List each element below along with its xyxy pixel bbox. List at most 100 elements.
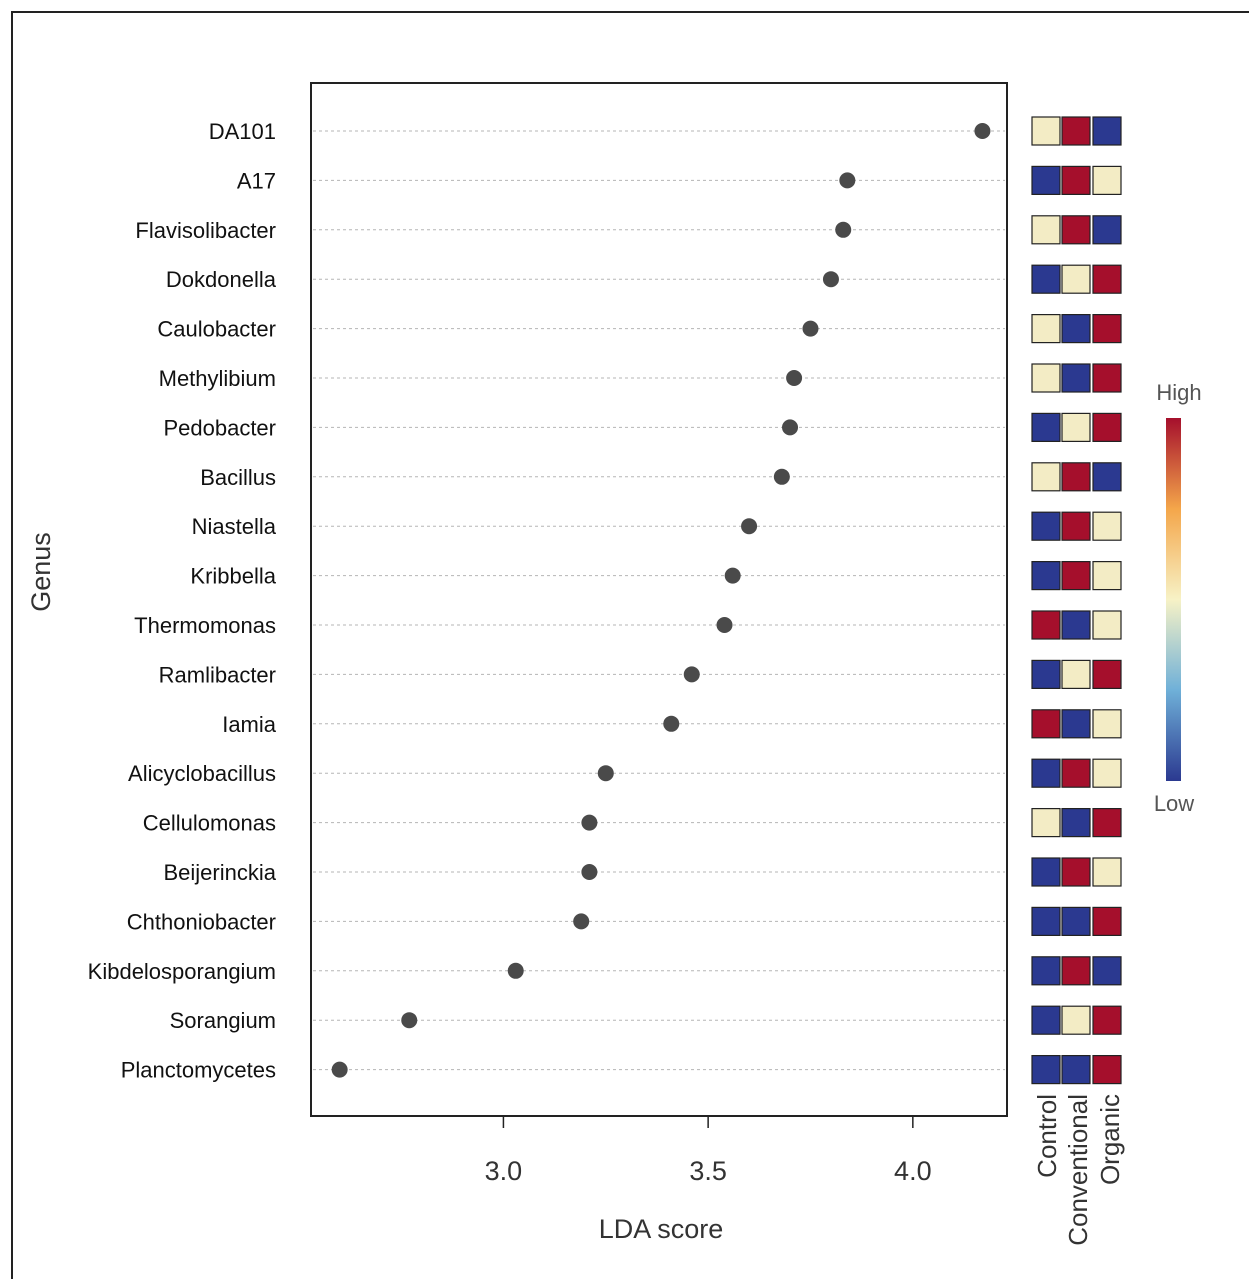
heatmap-cell <box>1092 659 1122 690</box>
data-point <box>581 814 598 831</box>
plot-area-border <box>310 82 1008 1117</box>
heatmap-cell <box>1031 758 1061 788</box>
y-tick-label: Beijerinckia <box>164 860 277 885</box>
heatmap-cell <box>1061 412 1091 442</box>
y-tick-label: DA101 <box>209 119 276 144</box>
data-point <box>773 468 790 485</box>
heatmap-cell <box>1092 314 1122 344</box>
data-point <box>782 419 799 436</box>
y-tick-label: Flavisolibacter <box>135 218 276 243</box>
heatmap-cell <box>1092 709 1122 739</box>
heatmap-cell <box>1092 956 1122 986</box>
heatmap-cell <box>1031 314 1061 344</box>
heatmap-cell <box>1092 857 1122 887</box>
y-axis-label: Genus <box>26 532 56 612</box>
heatmap-cell <box>1031 1005 1061 1035</box>
y-tick-label: Chthoniobacter <box>127 909 276 934</box>
x-tick-label: 3.5 <box>689 1156 727 1186</box>
heatmap-cell <box>1031 709 1061 739</box>
heatmap-cell <box>1061 709 1091 739</box>
data-point <box>597 765 614 782</box>
y-tick-label: Iamia <box>222 712 277 737</box>
legend-low-label: Low <box>1154 791 1194 816</box>
heatmap-cell <box>1031 610 1061 640</box>
heatmap-cell <box>1061 1054 1091 1085</box>
data-point <box>835 221 852 238</box>
heatmap-cell <box>1061 659 1091 690</box>
heatmap-cell <box>1061 1005 1091 1035</box>
grid-lines <box>313 130 1005 1071</box>
heatmap-cell <box>1061 807 1091 838</box>
data-points <box>331 123 991 1078</box>
data-point <box>716 617 733 633</box>
y-tick-labels: DA101 A17 Flavisolibacter Dokdonella Cauloba… <box>88 119 277 1083</box>
y-tick-label: Sorangium <box>170 1008 276 1033</box>
data-point <box>802 320 819 337</box>
y-tick-label: Bacillus <box>200 465 276 490</box>
x-tick-label: 4.0 <box>894 1156 932 1186</box>
y-tick-label: Niastella <box>192 514 277 539</box>
heatmap-cell <box>1092 758 1122 788</box>
y-tick-label: Pedobacter <box>163 415 276 440</box>
heatmap-cell <box>1092 462 1122 492</box>
heatmap-cell <box>1061 906 1091 937</box>
heatmap-cell <box>1031 906 1061 937</box>
y-tick-label: Dokdonella <box>166 267 277 292</box>
data-point <box>663 715 680 732</box>
heatmap-cell <box>1061 215 1091 245</box>
heatmap-cell <box>1092 165 1122 195</box>
group-label: Conventional <box>1063 1094 1093 1246</box>
heatmap-cell <box>1031 215 1061 245</box>
heatmap-cell <box>1092 264 1122 294</box>
heatmap-cell <box>1092 363 1122 393</box>
heatmap-cell <box>1031 511 1061 541</box>
heatmap-cell <box>1061 363 1091 393</box>
y-tick-label: Kibdelosporangium <box>88 959 276 984</box>
heatmap-cell <box>1031 659 1061 690</box>
data-point <box>786 370 803 386</box>
heatmap-cell <box>1061 264 1091 294</box>
data-point <box>507 962 524 979</box>
heatmap-cell <box>1061 758 1091 788</box>
data-point <box>974 123 991 139</box>
heatmap-cell <box>1092 511 1122 541</box>
heatmap-cell <box>1031 807 1061 838</box>
x-ticks: 3.0 3.5 4.0 <box>485 1116 932 1186</box>
y-tick-label: Planctomycetes <box>121 1058 276 1083</box>
heatmap-cell <box>1061 165 1091 195</box>
group-label: Control <box>1032 1094 1062 1178</box>
heatmap-cell <box>1031 165 1061 195</box>
y-tick-label: A17 <box>237 168 276 193</box>
figure-frame <box>11 11 1249 1279</box>
x-tick-label: 3.0 <box>485 1156 523 1186</box>
heatmap-cell <box>1031 1054 1061 1085</box>
y-tick-label: Caulobacter <box>157 317 276 342</box>
heatmap-cell <box>1092 610 1122 640</box>
heatmap-cell <box>1031 560 1061 591</box>
heatmap-cell <box>1031 462 1061 492</box>
heatmap-cell <box>1031 116 1061 146</box>
data-point <box>331 1061 348 1078</box>
heatmap-cell <box>1061 511 1091 541</box>
heatmap-cell <box>1092 215 1122 245</box>
color-legend: High Low <box>1154 380 1202 816</box>
heatmap-cell <box>1031 412 1061 442</box>
y-tick-label: Alicyclobacillus <box>128 761 276 786</box>
heatmap-cell <box>1061 610 1091 640</box>
heatmap-cell <box>1061 314 1091 344</box>
heatmap-cell <box>1061 116 1091 146</box>
legend-high-label: High <box>1156 380 1201 405</box>
y-tick-label: Methylibium <box>159 366 276 391</box>
heatmap-cell <box>1061 857 1091 887</box>
data-point <box>683 666 700 683</box>
y-tick-label: Ramlibacter <box>159 662 276 687</box>
heatmap-cell <box>1092 412 1122 442</box>
heatmap-cell <box>1092 560 1122 591</box>
y-tick-label: Thermomonas <box>134 613 276 638</box>
data-point <box>573 913 590 930</box>
heatmap-cell <box>1092 807 1122 838</box>
data-point <box>724 567 741 584</box>
data-point <box>822 271 839 288</box>
heatmap-cell <box>1061 462 1091 492</box>
